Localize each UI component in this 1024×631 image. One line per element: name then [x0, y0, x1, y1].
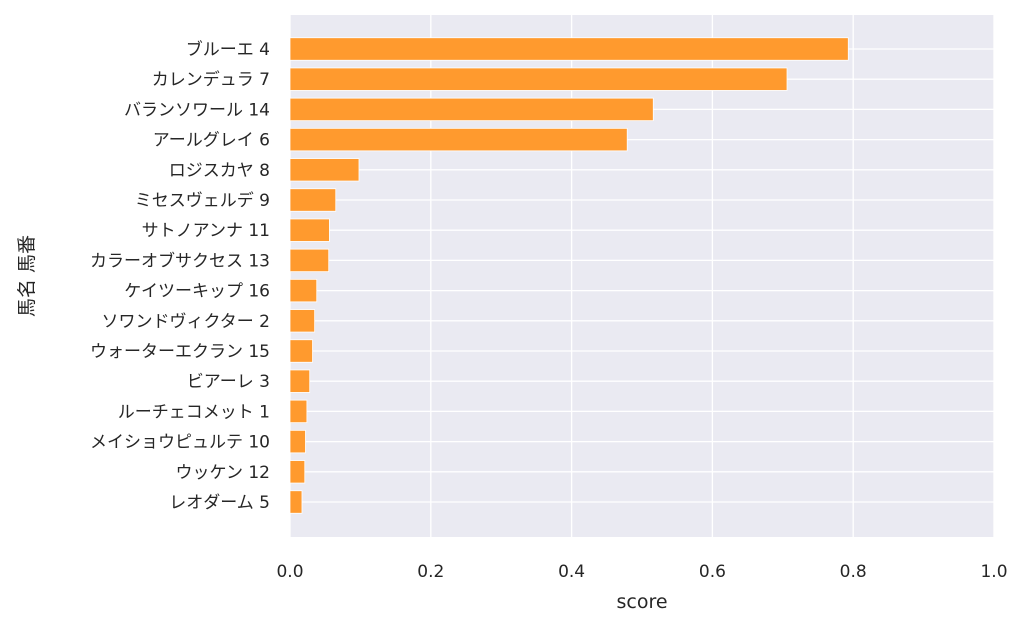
- bar: [289, 97, 654, 122]
- category-label: ウッケン 12: [175, 463, 270, 483]
- bars: [289, 37, 849, 514]
- category-label: ウォーターエクラン 15: [90, 342, 270, 362]
- plot-background: [290, 15, 994, 537]
- bar: [289, 309, 316, 333]
- category-label: ミセスヴェルデ 9: [135, 190, 270, 211]
- x-tick-label: 0.8: [840, 562, 867, 582]
- x-tick-label: 0.2: [417, 562, 444, 582]
- y-axis-title: 馬名 馬番: [16, 235, 38, 317]
- category-label: カラーオブサクセス 13: [90, 250, 270, 271]
- bar: [289, 37, 849, 61]
- category-label: カレンデュラ 7: [152, 69, 270, 90]
- bar: [289, 399, 308, 424]
- grid-lines: [289, 15, 995, 537]
- bar: [289, 158, 360, 182]
- bar: [289, 67, 788, 91]
- bar: [289, 429, 306, 454]
- bar: [289, 460, 306, 484]
- category-label: バランソワール 14: [124, 100, 270, 120]
- bar: [289, 218, 330, 242]
- category-label: ロジスカヤ 8: [169, 161, 270, 181]
- x-tick-label: 1.0: [980, 562, 1007, 582]
- bar: [289, 248, 330, 273]
- bar: [289, 490, 303, 514]
- bar: [289, 188, 337, 212]
- category-label: ケイツーキップ 16: [124, 282, 270, 302]
- category-label: メイショウピュルテ 10: [90, 433, 270, 453]
- x-tick-label: 0.4: [558, 562, 585, 582]
- category-label: サトノアンナ 11: [142, 221, 270, 241]
- category-label: ソワンドヴィクター 2: [101, 312, 270, 332]
- category-label: レオダーム 5: [169, 493, 270, 513]
- bar: [289, 339, 313, 363]
- category-labels: ブルーエ 4 カレンデュラ 7 バランソワール 14 アールグレイ 6 ロジスカヤ 8 ミ…: [90, 39, 270, 513]
- category-label: ビアーレ 3: [187, 372, 270, 392]
- x-axis-title: score: [616, 591, 667, 613]
- bar: [289, 127, 628, 152]
- x-tick-labels: 0.0 0.2 0.4 0.6 0.8 1.0: [276, 562, 1007, 582]
- x-tick-label: 0.6: [699, 562, 726, 582]
- bar: [289, 278, 318, 303]
- bar: [289, 369, 311, 393]
- category-label: アールグレイ 6: [153, 131, 270, 151]
- category-label: ブルーエ 4: [186, 39, 270, 60]
- x-tick-label: 0.0: [276, 562, 303, 582]
- category-label: ルーチェコメット 1: [118, 402, 270, 422]
